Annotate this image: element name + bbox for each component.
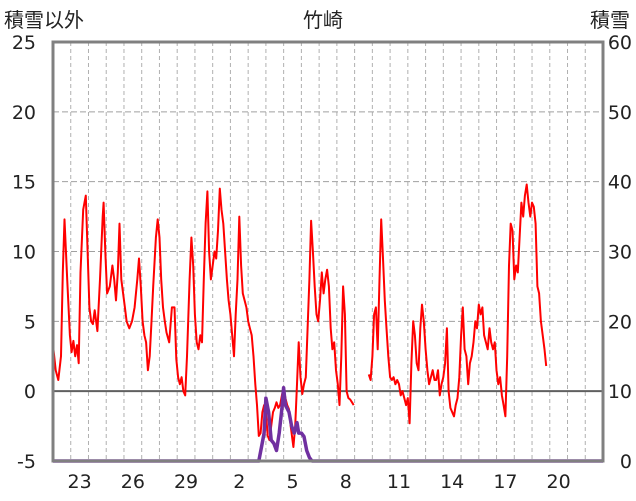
y-left-tick-label: 10: [12, 242, 36, 264]
x-tick-label: 23: [68, 471, 92, 493]
y-right-tick-label: 20: [608, 311, 632, 333]
series-line-purple: [53, 385, 603, 463]
y-left-tick-label: 0: [24, 381, 36, 403]
y-left-tick-label: -5: [17, 451, 36, 473]
y-right-tick-label: 10: [608, 381, 632, 403]
left-axis-label: 積雪以外: [4, 8, 84, 32]
series-line-red: [52, 187, 355, 448]
right-axis-label: 積雪: [590, 8, 630, 32]
x-tick-label: 26: [121, 471, 145, 493]
y-left-tick-label: 15: [12, 172, 36, 194]
series-line-red: [367, 183, 548, 425]
x-tick-label: 20: [547, 471, 571, 493]
x-tick-label: 14: [440, 471, 464, 493]
grid: [53, 42, 603, 461]
y-right-tick-label: 50: [608, 102, 632, 124]
y-right-tick-label: 0: [620, 451, 632, 473]
y-right-tick-label: 60: [608, 32, 632, 54]
x-tick-label: 29: [174, 471, 198, 493]
y-right-tick-label: 30: [608, 242, 632, 264]
x-tick-label: 8: [340, 471, 352, 493]
x-tick-label: 2: [233, 471, 245, 493]
y-left-tick-label: 5: [24, 311, 36, 333]
x-tick-label: 11: [387, 471, 411, 493]
plot-border: [51, 40, 605, 463]
y-left-tick-label: 20: [12, 102, 36, 124]
x-tick-label: 5: [286, 471, 298, 493]
chart-title: 竹崎: [303, 8, 343, 32]
y-right-tick-label: 40: [608, 172, 632, 194]
y-left-tick-label: 25: [12, 32, 36, 54]
series-lines: [52, 183, 603, 463]
plot-frame: [51, 40, 605, 463]
x-tick-label: 17: [493, 471, 517, 493]
